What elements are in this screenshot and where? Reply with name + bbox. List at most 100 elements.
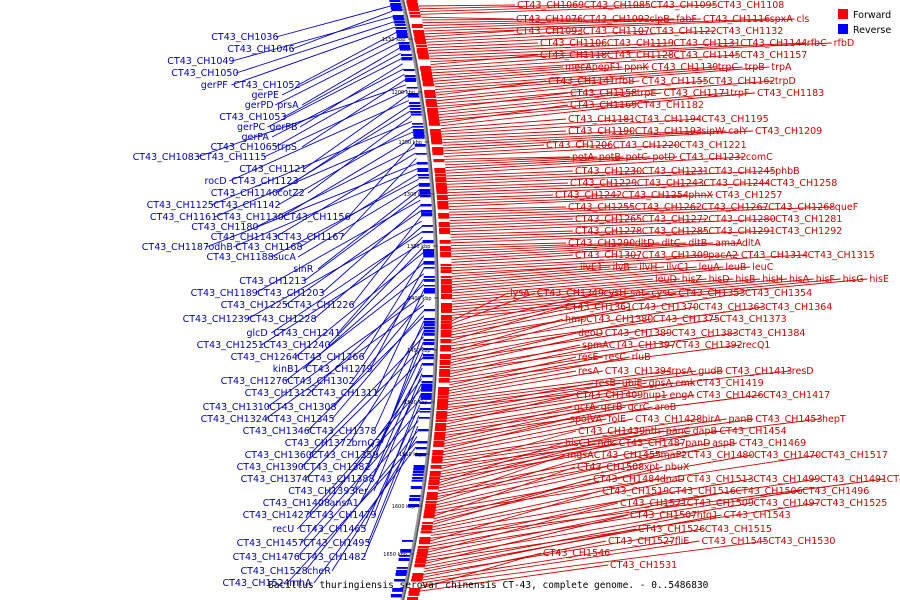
forward-feature: [436, 411, 448, 416]
forward-connector: [445, 156, 624, 166]
reverse-gene-label: CT43_CH1266: [297, 352, 364, 363]
reverse-gene-label: CT43_CH1476: [233, 552, 300, 563]
forward-feature: [432, 450, 444, 455]
forward-feature: [439, 360, 451, 364]
forward-gene-label: CT43_CH1397: [609, 340, 676, 351]
forward-feature: [418, 57, 430, 60]
reverse-connector: [352, 368, 423, 492]
reverse-gene-label: CT43_CH1125: [147, 200, 214, 211]
forward-gene-label: phnX: [688, 190, 713, 201]
forward-connector: [450, 242, 567, 247]
forward-connector: [431, 478, 752, 534]
reverse-gene-label: CT43_CH1457: [237, 538, 304, 549]
genome-caption: Bacillus thuringiensis serovar chinensis…: [268, 580, 709, 591]
forward-connector: [451, 292, 650, 333]
forward-gene-label: CT43_CH1193: [635, 126, 702, 137]
forward-gene-label: CT43_CH1392: [676, 340, 743, 351]
reverse-gene-label: CT43_CH1408: [263, 498, 330, 509]
reverse-gene-label: CT43_CH1121: [239, 164, 306, 175]
reverse-feature: [391, 9, 403, 12]
forward-gene-label: CT43_CH1428: [635, 414, 702, 425]
forward-gene-label: CT43_CH1144: [740, 38, 807, 49]
forward-connector: [450, 318, 651, 358]
forward-gene-label: CT43_CH1209: [755, 126, 822, 137]
forward-feature: [426, 492, 438, 496]
forward-connector: [448, 206, 567, 210]
reverse-feature: [409, 102, 421, 105]
forward-feature: [438, 378, 450, 383]
reverse-feature: [396, 567, 408, 569]
reverse-gene-label: CT43_CH1479: [309, 510, 376, 521]
reverse-connector: [255, 147, 416, 228]
forward-feature: [434, 435, 446, 440]
forward-connector: [440, 430, 664, 475]
axis-tick-label: 1200 kbp: [391, 90, 415, 96]
reverse-feature: [415, 153, 427, 155]
reverse-gene-label: CT43_CH1378: [309, 426, 376, 437]
forward-feature: [408, 591, 420, 596]
reverse-connector: [313, 226, 423, 320]
reverse-connector: [331, 436, 418, 572]
forward-connector: [418, 4, 516, 7]
reverse-connector: [281, 37, 398, 96]
reverse-gene-label: CT43_CH1276: [221, 376, 288, 387]
forward-feature: [429, 123, 441, 126]
forward-connector: [442, 130, 700, 143]
forward-connector: [451, 266, 579, 277]
forward-connector: [442, 130, 727, 146]
forward-connector: [446, 382, 647, 417]
forward-connector: [432, 478, 592, 525]
forward-connector: [444, 394, 762, 436]
forward-gene-label: leuB: [725, 262, 746, 273]
forward-connector: [421, 16, 515, 20]
forward-gene-label: CT43_CH1108: [717, 0, 784, 11]
forward-gene-label: CT43_CH1364: [765, 302, 832, 313]
reverse-connector: [214, 131, 414, 218]
forward-connector: [451, 254, 640, 266]
forward-connector: [428, 42, 605, 52]
reverse-feature: [423, 330, 435, 333]
reverse-gene-label: CT43_CH1251: [197, 340, 264, 351]
forward-connector: [420, 540, 767, 587]
forward-gene-label: resB: [595, 378, 616, 389]
forward-connector: [451, 266, 611, 280]
reverse-connector: [304, 430, 418, 572]
forward-gene-label: fabF: [676, 14, 697, 25]
forward-feature: [440, 276, 452, 279]
forward-gene-label: CT43_CH1107: [583, 26, 650, 37]
forward-gene-label: mgsA: [567, 450, 594, 461]
reverse-feature: [392, 588, 404, 592]
forward-feature: [436, 414, 448, 418]
forward-connector: [448, 194, 554, 199]
forward-gene-label: CT43_CH1141: [548, 76, 615, 87]
forward-gene-label: CT43_CH1309: [642, 250, 709, 261]
forward-connector: [442, 130, 633, 141]
forward-gene-label: CT43_CH1521: [620, 498, 687, 509]
forward-gene-label: CT43_CH1545: [702, 536, 769, 547]
forward-gene-label: CT43_CH1519: [602, 486, 669, 497]
forward-feature: [427, 114, 439, 118]
forward-gene-label: panB: [729, 414, 753, 425]
reverse-feature: [422, 363, 434, 366]
forward-feature: [426, 102, 438, 106]
forward-feature: [422, 81, 434, 86]
reverse-feature: [423, 339, 435, 342]
forward-feature: [437, 390, 449, 394]
forward-connector: [442, 418, 634, 456]
reverse-gene-label: CT43_CH1240: [263, 340, 330, 351]
reverse-connector: [363, 425, 419, 558]
reverse-feature: [392, 15, 404, 19]
forward-feature: [432, 453, 444, 456]
reverse-feature: [419, 408, 431, 410]
reverse-feature: [399, 555, 411, 557]
forward-feature: [440, 345, 452, 349]
forward-connector: [423, 528, 703, 575]
reverse-gene-label: kinB1: [273, 364, 300, 375]
forward-connector: [449, 218, 574, 224]
forward-connector: [450, 332, 670, 369]
forward-gene-label: CT43_CH1499: [753, 474, 820, 485]
reverse-gene-label: CT43_CH1083: [133, 152, 200, 163]
reverse-feature: [400, 549, 412, 553]
reverse-feature: [412, 471, 424, 474]
forward-feature: [431, 456, 443, 461]
